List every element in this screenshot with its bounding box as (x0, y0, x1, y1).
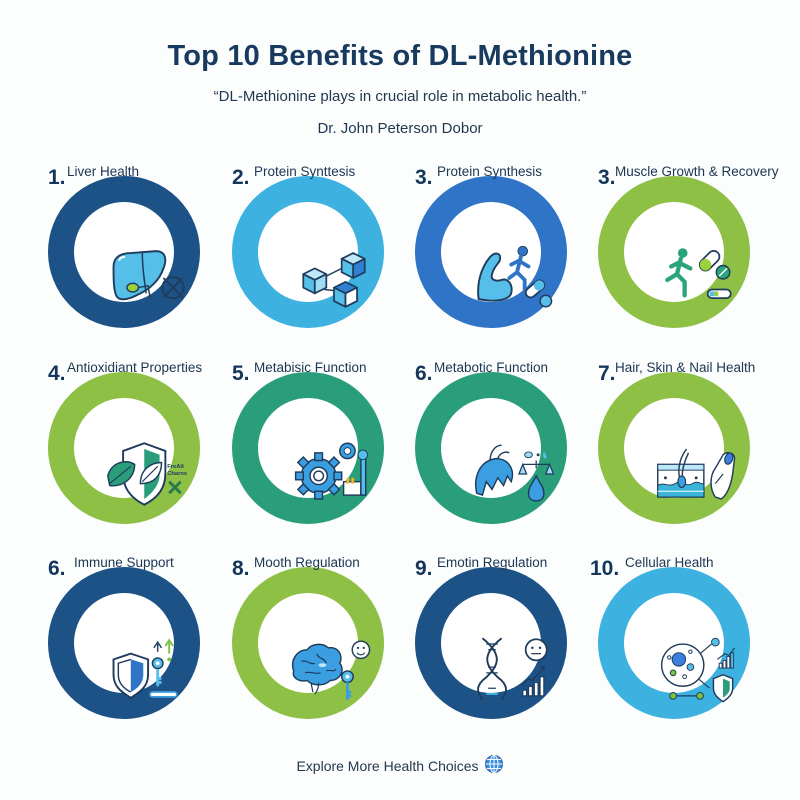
benefit-ring (415, 176, 567, 328)
benefit-label: Emotin Regulation (437, 555, 548, 570)
page-title: Top 10 Benefits of DL-Methionine (167, 40, 633, 72)
benefit-label: Protein Synttesis (254, 164, 356, 179)
benefit-ring (232, 567, 384, 719)
benefit-ring: FreAlt Charns (48, 372, 200, 524)
benefit-label: Immune Support (74, 555, 174, 570)
benefit-label: Cellular Health (625, 555, 714, 570)
cell-shield-icon (650, 619, 750, 719)
quote-author: Dr. John Peterson Dobor (317, 120, 483, 137)
quote-text: “DL-Methionine plays in crucial role in … (213, 88, 587, 105)
benefit-card-8: 7. Hair, Skin & Nail Health (598, 350, 778, 540)
shield-leaf-icon: FreAlt Charns (100, 424, 200, 524)
benefit-number: 1. (48, 166, 66, 189)
benefit-ring (415, 372, 567, 524)
benefit-number: 4. (48, 362, 66, 385)
benefit-ring (598, 176, 750, 328)
muscle-runner-icon (467, 228, 567, 328)
runner-pills-icon (650, 228, 750, 328)
svg-text:FreAlt: FreAlt (167, 464, 184, 470)
protein-cubes-icon (284, 228, 384, 328)
liver-icon (100, 228, 200, 328)
benefit-number: 3. (598, 166, 616, 189)
benefit-label: Hair, Skin & Nail Health (615, 360, 756, 375)
globe-icon[interactable] (484, 754, 504, 777)
benefit-ring (415, 567, 567, 719)
benefit-label: Liver Health (67, 164, 140, 179)
benefit-ring (48, 567, 200, 719)
benefit-number: 9. (415, 557, 433, 580)
benefit-number: 2. (232, 166, 250, 189)
benefit-label: Muscle Growth & Recovery (615, 164, 779, 179)
benefit-card-2: 2. Protein Synttesis (232, 154, 412, 344)
benefit-label: Antioxidiant Properties (67, 360, 203, 375)
benefit-card-3: 3. Protein Synthesis (415, 154, 595, 344)
hair-balance-icon (467, 424, 567, 524)
benefit-number: 7. (598, 362, 616, 385)
gears-factory-icon (284, 424, 384, 524)
explore-more-link[interactable]: Explore More Health Choices (0, 754, 800, 777)
benefit-ring (598, 567, 750, 719)
benefit-number: 5. (232, 362, 250, 385)
benefit-ring (48, 176, 200, 328)
benefit-ring (232, 176, 384, 328)
benefit-card-4: 3. Muscle Growth & Recovery (598, 154, 779, 344)
benefit-card-6: 5. Metabisic Function (232, 350, 412, 540)
benefit-card-9: 6. Immune Support (48, 545, 228, 735)
benefit-label: Metabotic Function (434, 360, 549, 375)
dna-smile-icon (467, 619, 567, 719)
benefit-number: 6. (415, 362, 433, 385)
benefit-card-7: 6. Metabotic Function (415, 350, 595, 540)
benefit-card-5: 4. Antioxidiant Properties FreAlt Charns (48, 350, 228, 540)
benefit-ring (598, 372, 750, 524)
benefit-card-11: 9. Emotin Regulation (415, 545, 595, 735)
benefit-card-1: 1. Liver Health (48, 154, 228, 344)
benefit-label: Metabisic Function (254, 360, 367, 375)
benefit-ring (232, 372, 384, 524)
skin-nail-icon (650, 424, 750, 524)
svg-text:Charns: Charns (167, 471, 187, 477)
explore-more-label[interactable]: Explore More Health Choices (296, 757, 479, 774)
benefit-number: 10. (590, 557, 620, 580)
benefit-number: 3. (415, 166, 433, 189)
benefit-number: 8. (232, 557, 250, 580)
benefit-label: Protein Synthesis (437, 164, 543, 179)
benefit-number: 6. (48, 557, 66, 580)
brain-key-icon (284, 619, 384, 719)
benefit-card-12: 10. Cellular Health (590, 545, 770, 735)
benefit-label: Mooth Regulation (254, 555, 360, 570)
benefit-card-10: 8. Mooth Regulation (232, 545, 412, 735)
shield-key-icon (100, 619, 200, 719)
